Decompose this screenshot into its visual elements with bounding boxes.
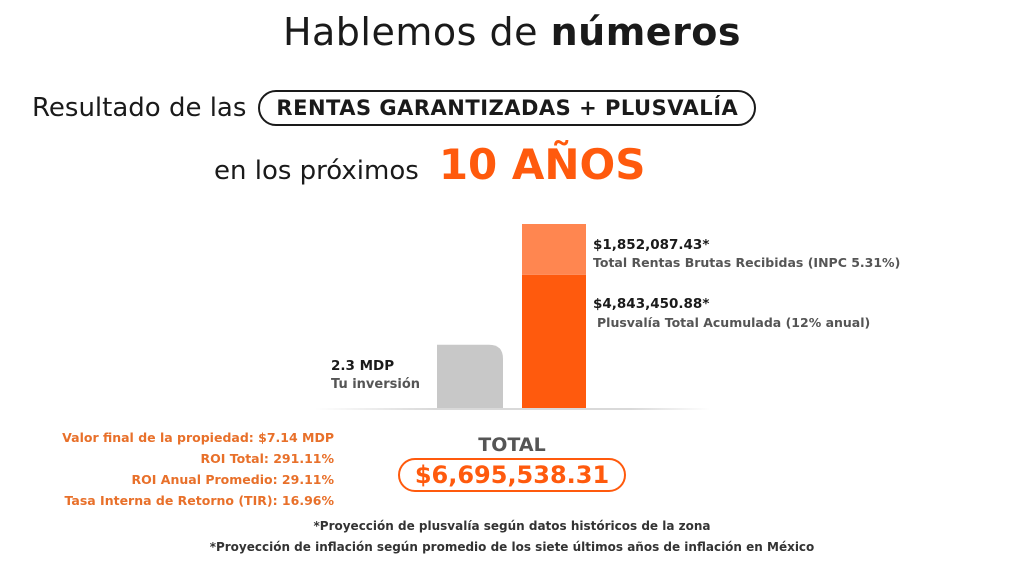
label-plusvalia-value: $4,843,450.88* — [593, 296, 709, 312]
title-bold: números — [550, 10, 742, 54]
stat-tir: Tasa Interna de Retorno (TIR): 16.96% — [64, 493, 334, 508]
bar-segment-rentas — [522, 224, 586, 275]
label-investment-value: 2.3 MDP — [331, 358, 394, 374]
subheading-line-2: en los próximos 10 AÑOS — [214, 140, 646, 189]
subheading-line2-prefix: en los próximos — [214, 156, 419, 186]
stat-roi-total: ROI Total: 291.11% — [200, 451, 334, 466]
subheading-prefix: Resultado de las — [32, 93, 247, 123]
bar-segment-plusvalia — [522, 274, 586, 408]
footnote-inflacion: *Proyección de inflación según promedio … — [209, 540, 815, 554]
total-label: TOTAL — [478, 434, 546, 456]
stats-list: Valor final de la propiedad: $7.14 MDP R… — [62, 427, 334, 511]
title-regular: Hablemos de — [282, 10, 538, 54]
subheading-line-1: Resultado de las RENTAS GARANTIZADAS + P… — [32, 86, 757, 130]
label-rentas-name: Total Rentas Brutas Recibidas (INPC 5.31… — [593, 255, 900, 270]
subheading-pill: RENTAS GARANTIZADAS + PLUSVALÍA — [258, 90, 757, 126]
bar-investment — [437, 344, 503, 408]
stat-roi-annual: ROI Anual Promedio: 29.11% — [131, 472, 334, 487]
years-highlight: 10 AÑOS — [438, 140, 646, 189]
footnote-plusvalia: *Proyección de plusvalía según datos his… — [313, 519, 711, 533]
stat-final-value: Valor final de la propiedad: $7.14 MDP — [62, 430, 334, 445]
label-plusvalia-name: Plusvalía Total Acumulada (12% anual) — [597, 315, 870, 330]
label-rentas-value: $1,852,087.43* — [593, 237, 709, 253]
chart-baseline — [315, 408, 710, 410]
total-value: $6,695,538.31 — [398, 458, 626, 492]
label-investment-name: Tu inversión — [331, 377, 420, 392]
page-title: Hablemos de números — [0, 10, 1024, 54]
